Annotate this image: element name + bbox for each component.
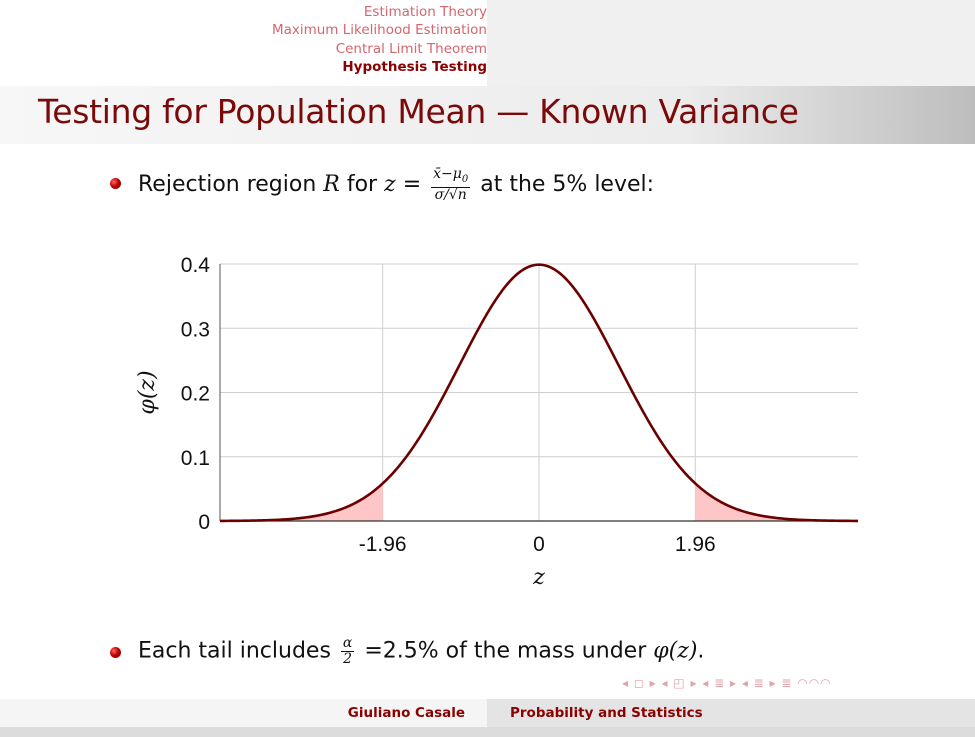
- alpha-fraction-num: α: [340, 635, 355, 652]
- x-axis-label: z: [532, 565, 545, 590]
- y-tick-label: 0.1: [181, 447, 210, 470]
- beamer-navigation-icons[interactable]: ◂ ◻ ▸ ◂ ◰ ▸ ◂ ≣ ▸ ◂ ≣ ▸ ≣ ◠◠◠: [622, 676, 832, 690]
- bullet1-R: R: [323, 171, 340, 197]
- bullet2-phi: φ(z): [653, 638, 698, 664]
- footer-title: Probability and Statistics: [510, 705, 703, 721]
- bullet1-suffix: at the 5% level:: [473, 171, 655, 197]
- header-bar: [0, 0, 975, 86]
- bullet2-suffix: .: [697, 638, 705, 664]
- slide-title: Testing for Population Mean — Known Vari…: [38, 92, 799, 131]
- header-right: [487, 0, 975, 86]
- x-tick-label: -1.96: [359, 533, 407, 556]
- z-fraction-num: x̄−μ: [433, 166, 462, 182]
- right-tail-region: [695, 483, 858, 521]
- section-navigation: Estimation Theory Maximum Likelihood Est…: [272, 3, 487, 76]
- normal-pdf-chart: 0 0.1 0.2 0.3 0.4 -1.96 0 1.96 z φ(z): [135, 254, 858, 590]
- title-bar: [0, 86, 975, 144]
- x-tick-label: 1.96: [675, 533, 716, 556]
- left-tail-region: [220, 483, 383, 521]
- bullet-icon: [110, 647, 121, 658]
- footer-strip: [0, 727, 975, 737]
- footer-left: [0, 699, 487, 727]
- pdf-curve: [220, 263, 858, 523]
- y-tick-label: 0.4: [181, 254, 211, 277]
- header-left: [0, 0, 487, 86]
- y-tick-label: 0: [198, 511, 210, 534]
- bullet1-prefix: Rejection region: [138, 171, 324, 197]
- bullet1-mid: for: [339, 171, 385, 197]
- nav-item-mle[interactable]: Maximum Likelihood Estimation: [271, 22, 487, 39]
- z-fraction-den: σ/√n: [434, 186, 467, 203]
- nav-item-estimation-theory[interactable]: Estimation Theory: [363, 4, 487, 20]
- z-fraction: x̄−μ0 σ/√n: [431, 166, 471, 203]
- nav-item-clt[interactable]: Central Limit Theorem: [335, 40, 487, 57]
- y-tick-label: 0.3: [181, 318, 210, 341]
- bullet1-z: z: [384, 171, 396, 197]
- x-tick-label: 0: [533, 533, 545, 556]
- bullet2-prefix: Each tail includes: [138, 638, 338, 664]
- footer-author: Giuliano Casale: [347, 705, 465, 721]
- bullet-icon: [110, 178, 121, 189]
- z-fraction-num-sub: 0: [461, 173, 469, 185]
- bullet1-eq: =: [395, 171, 429, 197]
- bullet2-mid: =2.5% of the mass under: [357, 638, 654, 664]
- footer-bar: Giuliano Casale Probability and Statisti…: [0, 699, 975, 737]
- y-axis-label: φ(z): [135, 370, 160, 414]
- y-tick-label: 0.2: [181, 383, 210, 406]
- nav-item-hypothesis-testing[interactable]: Hypothesis Testing: [342, 58, 487, 75]
- bullet-rejection-region: Rejection region R for z = x̄−μ0 σ/√n at …: [138, 167, 654, 203]
- alpha-fraction-den: 2: [343, 651, 353, 667]
- footer-right: [487, 699, 975, 727]
